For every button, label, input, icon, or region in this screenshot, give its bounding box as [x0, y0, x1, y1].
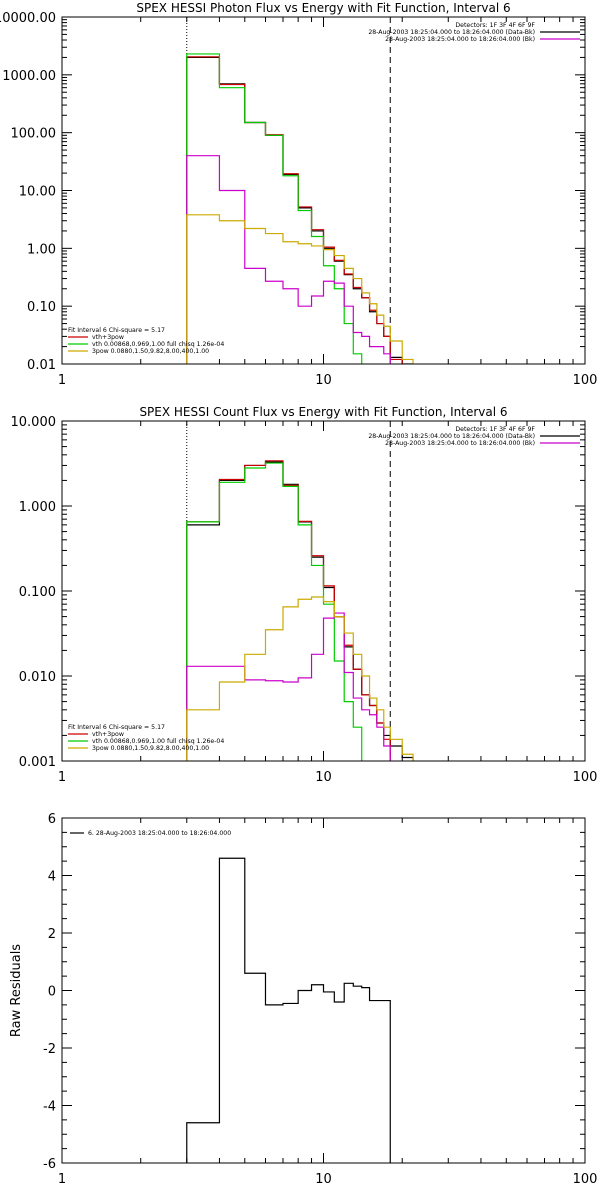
series-line-5: [186, 596, 414, 761]
y-tick-label: 0.100: [19, 585, 56, 600]
y-tick-label: 10.000: [11, 415, 57, 430]
legend-top-right-item: Detectors: 1F 3F 4F 6F 9F: [455, 22, 535, 29]
x-tick-label: 100: [573, 770, 598, 785]
plot-1: SPEX HESSI Photon Flux vs Energy with Fi…: [0, 1, 597, 388]
y-tick-label: -4: [43, 1100, 56, 1115]
x-tick-label: 100: [573, 1172, 598, 1187]
series-line-3: [186, 53, 363, 364]
y-tick-label: -2: [43, 1042, 56, 1057]
y-tick-label: 4: [48, 870, 56, 885]
x-tick-label: 1: [58, 1172, 66, 1187]
legend-top-right-item: 28-Aug-2003 18:25:04.000 to 18:26:04.000…: [385, 36, 535, 43]
y-tick-label: 0.001: [19, 755, 56, 770]
y-tick-label: -6: [43, 1157, 56, 1172]
y-tick-label: 0.10: [27, 300, 56, 315]
series-line-2: [186, 56, 403, 364]
series-line-5: [186, 214, 414, 364]
x-tick-label: 10: [315, 1172, 332, 1187]
legend-component-item: 3pow 0.0880,1.50,9.82,8.00,400,1.00: [92, 348, 209, 355]
plot-frame: [61, 16, 586, 365]
y-tick-label: 1.000: [19, 500, 56, 515]
series-group: [186, 53, 414, 364]
legend-top-right-item: Detectors: 1F 3F 4F 6F 9F: [455, 426, 535, 433]
legend-component-item: vth 0.00868,0.969,1.00 full chisq 1.26e-…: [92, 341, 224, 348]
legend-top-right-item: 28-Aug-2003 18:25:04.000 to 18:26:04.000…: [368, 29, 535, 36]
legend-component-item: vth+3pow: [92, 334, 124, 341]
plot-frame: [61, 420, 586, 762]
y-tick-label: 1.00: [27, 242, 56, 257]
legend-component-item: vth+3pow: [92, 731, 124, 738]
plot-title: SPEX HESSI Count Flux vs Energy with Fit…: [139, 405, 507, 419]
series-line-4: [186, 155, 391, 364]
legend-top-right-item: 28-Aug-2003 18:25:04.000 to 18:26:04.000…: [385, 440, 535, 447]
legend-component-item: 3pow 0.0880,1.50,9.82,8.00,400,1.00: [92, 745, 209, 752]
x-tick-label: 1: [58, 770, 66, 785]
series-line-4: [186, 612, 391, 761]
y-tick-label: 0: [48, 985, 56, 1000]
y-tick-label: 10000.00: [0, 11, 56, 26]
y-tick-label: 0.010: [19, 670, 56, 685]
plot-frame: [61, 817, 586, 1164]
series-line-2: [186, 460, 391, 761]
series-line-3: [186, 462, 363, 761]
y-tick-label: 2: [48, 927, 56, 942]
series-group: [186, 857, 391, 1163]
x-tick-label: 10: [315, 373, 332, 388]
legend-interval-item: 6. 28-Aug-2003 18:25:04.000 to 18:26:04.…: [88, 830, 231, 837]
plot-3: Raw Residuals 1 10 100 -6 -4 -2 0 2 4 6 6. 28-Aug-2…: [9, 812, 597, 1187]
series-group: [186, 460, 414, 761]
y-axis-label: Raw Residuals: [9, 944, 24, 1037]
y-tick-label: 6: [48, 812, 56, 827]
legend-component-item: vth 0.00868,0.969,1.00 full chisq 1.26e-…: [92, 738, 224, 745]
legend-top-right-item: 28-Aug-2003 18:25:04.000 to 18:26:04.000…: [368, 433, 535, 440]
y-tick-label: 0.01: [27, 358, 56, 373]
series-line-1: [186, 857, 391, 1163]
y-tick-label: 100.00: [11, 127, 57, 142]
x-tick-label: 1: [58, 373, 66, 388]
plot-title: SPEX HESSI Photon Flux vs Energy with Fi…: [136, 1, 510, 15]
x-tick-label: 10: [315, 770, 332, 785]
legend-fit-summary: Fit Interval 6 Chi-square = 5.17: [68, 327, 165, 334]
plot-2: SPEX HESSI Count Flux vs Energy with Fit…: [11, 405, 598, 785]
y-tick-label: 1000.00: [2, 69, 56, 84]
series-line-1: [186, 461, 414, 761]
x-tick-label: 100: [573, 373, 598, 388]
legend-fit-summary: Fit Interval 6 Chi-square = 5.17: [68, 724, 165, 731]
y-tick-label: 10.00: [19, 185, 56, 200]
